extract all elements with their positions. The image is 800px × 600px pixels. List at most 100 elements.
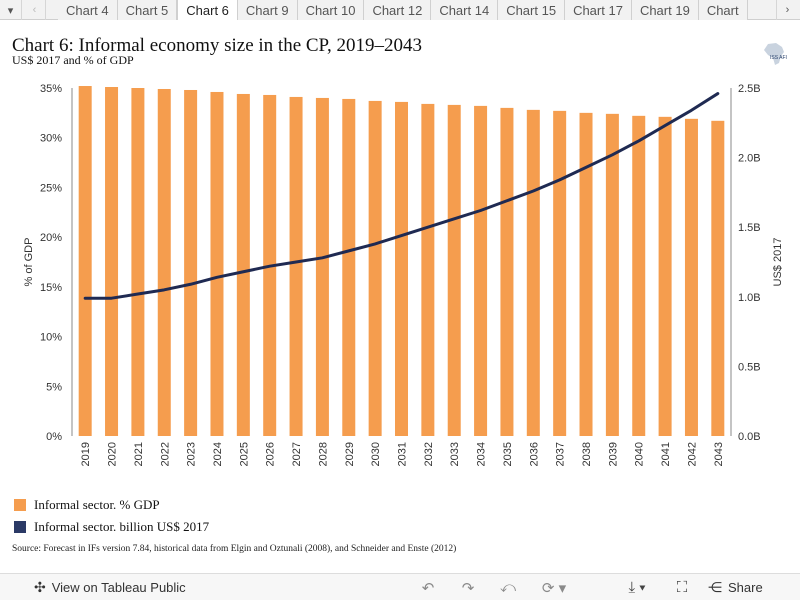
x-tick-label: 2042	[686, 442, 698, 466]
bar-2030[interactable]	[368, 100, 382, 436]
x-tick-label: 2033	[449, 442, 461, 466]
share-icon: ⋲	[708, 579, 722, 595]
x-tick-label: 2020	[107, 442, 119, 466]
x-tick-label: 2043	[713, 442, 725, 466]
line-series	[83, 92, 720, 300]
bar-series	[78, 86, 725, 437]
y2-tick-label: 0.0B	[738, 431, 761, 443]
x-tick-label: 2040	[634, 442, 646, 466]
redo-icon[interactable]: ↷	[461, 579, 475, 597]
y-tick-label: 15%	[40, 282, 62, 294]
y-tick-label: 5%	[46, 381, 62, 393]
bar-2035[interactable]	[500, 107, 514, 436]
bar-2025[interactable]	[236, 93, 250, 437]
tab-chart-10[interactable]: Chart 10	[297, 0, 365, 20]
bar-2041[interactable]	[658, 116, 672, 436]
chart-title: Chart 6: Informal economy size in the CP…	[12, 35, 423, 56]
bar-2031[interactable]	[395, 101, 408, 437]
combo-chart: 0% 5% 10% 15% 20% 25% 30% 35% 0.0B 0.5B 1.0B 1.5B 2…	[23, 83, 784, 466]
bar-2039[interactable]	[605, 113, 619, 436]
bottom-toolbar: ✣ View on Tableau Public ↶ ↷ ⤺ ⟳ ▾ ⤓ ▾ ⛶…	[0, 573, 800, 600]
logo-text: ISS AFI	[770, 55, 787, 61]
x-tick-label: 2027	[291, 442, 303, 466]
y2-tick-label: 1.5B	[738, 222, 761, 234]
right-axis-ticks: 0.0B 0.5B 1.0B 1.5B 2.0B 2.5B	[738, 83, 761, 443]
view-on-tableau-label: View on Tableau Public	[51, 580, 186, 595]
bar-2042[interactable]	[684, 118, 698, 436]
x-tick-label: 2023	[186, 442, 198, 466]
x-tick-label: 2041	[660, 442, 672, 466]
revert-icon[interactable]: ⤺	[499, 579, 517, 596]
bar-2028[interactable]	[315, 97, 329, 436]
y2-axis-title: US$ 2017	[772, 238, 784, 287]
left-axis-ticks: 0% 5% 10% 15% 20% 25% 30% 35%	[40, 83, 62, 443]
x-tick-label: 2029	[344, 442, 356, 466]
tab-chart-6[interactable]: Chart 6	[177, 0, 238, 20]
x-tick-label: 2025	[238, 442, 250, 466]
x-tick-label: 2036	[528, 442, 540, 466]
tab-chart-17[interactable]: Chart 17	[565, 0, 632, 20]
bar-2033[interactable]	[447, 104, 461, 436]
bar-2024[interactable]	[210, 91, 224, 436]
legend-swatch-line	[14, 521, 26, 533]
y2-tick-label: 2.5B	[738, 83, 761, 95]
bar-2034[interactable]	[474, 105, 488, 436]
bar-2021[interactable]	[131, 88, 145, 436]
tab-chart-4[interactable]: Chart 4	[58, 0, 118, 20]
fullscreen-icon[interactable]: ⛶	[676, 579, 688, 596]
tab-chart-9[interactable]: Chart 9	[237, 0, 298, 20]
x-tick-label: 2038	[581, 442, 593, 466]
bar-2029[interactable]	[342, 98, 356, 437]
x-tick-label: 2022	[159, 442, 171, 466]
caret-down-icon[interactable]: ▾	[0, 0, 22, 20]
bar-2023[interactable]	[184, 89, 198, 436]
y2-tick-label: 1.0B	[738, 292, 761, 304]
tab-list: Chart 4 Chart 5 Chart 6 Chart 9 Chart 10 Char…	[58, 0, 776, 20]
y-tick-label: 20%	[40, 232, 62, 244]
bar-2036[interactable]	[526, 109, 540, 437]
tab-chart-5[interactable]: Chart 5	[117, 0, 178, 20]
y-tick-label: 0%	[46, 431, 62, 443]
tab-chart-15[interactable]: Chart 15	[498, 0, 566, 20]
chevron-left-icon[interactable]: ‹	[24, 0, 46, 20]
bar-2032[interactable]	[421, 103, 435, 436]
download-icon[interactable]: ⤓ ▾	[628, 579, 646, 596]
x-tick-label: 2037	[555, 442, 567, 466]
bar-2043[interactable]	[711, 120, 725, 436]
bar-2037[interactable]	[553, 110, 567, 436]
bar-2040[interactable]	[632, 115, 646, 436]
x-tick-label: 2034	[476, 442, 488, 466]
tab-chart[interactable]: Chart	[698, 0, 748, 20]
x-tick-label: 2039	[607, 442, 619, 466]
x-axis-ticks: 2019 2020 2021 2022 2023 2024 2025 2026 2027 2028…	[80, 442, 725, 466]
tab-chart-14[interactable]: Chart 14	[431, 0, 499, 20]
bar-2022[interactable]	[157, 88, 171, 436]
chevron-right-icon[interactable]: ›	[776, 0, 798, 20]
legend: Informal sector. % GDP Informal sector. …	[14, 494, 209, 538]
legend-item-percent[interactable]: Informal sector. % GDP	[14, 494, 209, 516]
tab-chart-19[interactable]: Chart 19	[631, 0, 699, 20]
x-tick-label: 2026	[265, 442, 277, 466]
legend-item-billion[interactable]: Informal sector. billion US$ 2017	[14, 516, 209, 538]
chart-subtitle: US$ 2017 and % of GDP	[12, 53, 134, 67]
bar-2020[interactable]	[105, 87, 119, 437]
view-on-tableau-button[interactable]: ✣ View on Tableau Public	[34, 574, 186, 600]
x-tick-label: 2031	[397, 442, 409, 466]
y-tick-label: 30%	[40, 133, 62, 145]
y-tick-label: 25%	[40, 182, 62, 194]
legend-label-percent: Informal sector. % GDP	[34, 497, 160, 512]
x-tick-label: 2032	[423, 442, 435, 466]
x-tick-label: 2019	[80, 442, 92, 466]
bar-2027[interactable]	[289, 96, 303, 436]
tab-chart-12[interactable]: Chart 12	[364, 0, 432, 20]
share-button[interactable]: ⋲ Share	[708, 574, 763, 600]
undo-icon[interactable]: ↶	[421, 579, 435, 597]
legend-swatch-bar	[14, 499, 26, 511]
legend-label-billion: Informal sector. billion US$ 2017	[34, 519, 210, 534]
refresh-icon[interactable]: ⟳ ▾	[541, 579, 567, 597]
iss-africa-logo: ISS AFI	[760, 42, 788, 66]
tableau-logo-icon: ✣	[34, 579, 46, 595]
y2-tick-label: 2.0B	[738, 153, 761, 165]
bar-2019[interactable]	[78, 86, 92, 437]
bar-2038[interactable]	[579, 112, 593, 436]
